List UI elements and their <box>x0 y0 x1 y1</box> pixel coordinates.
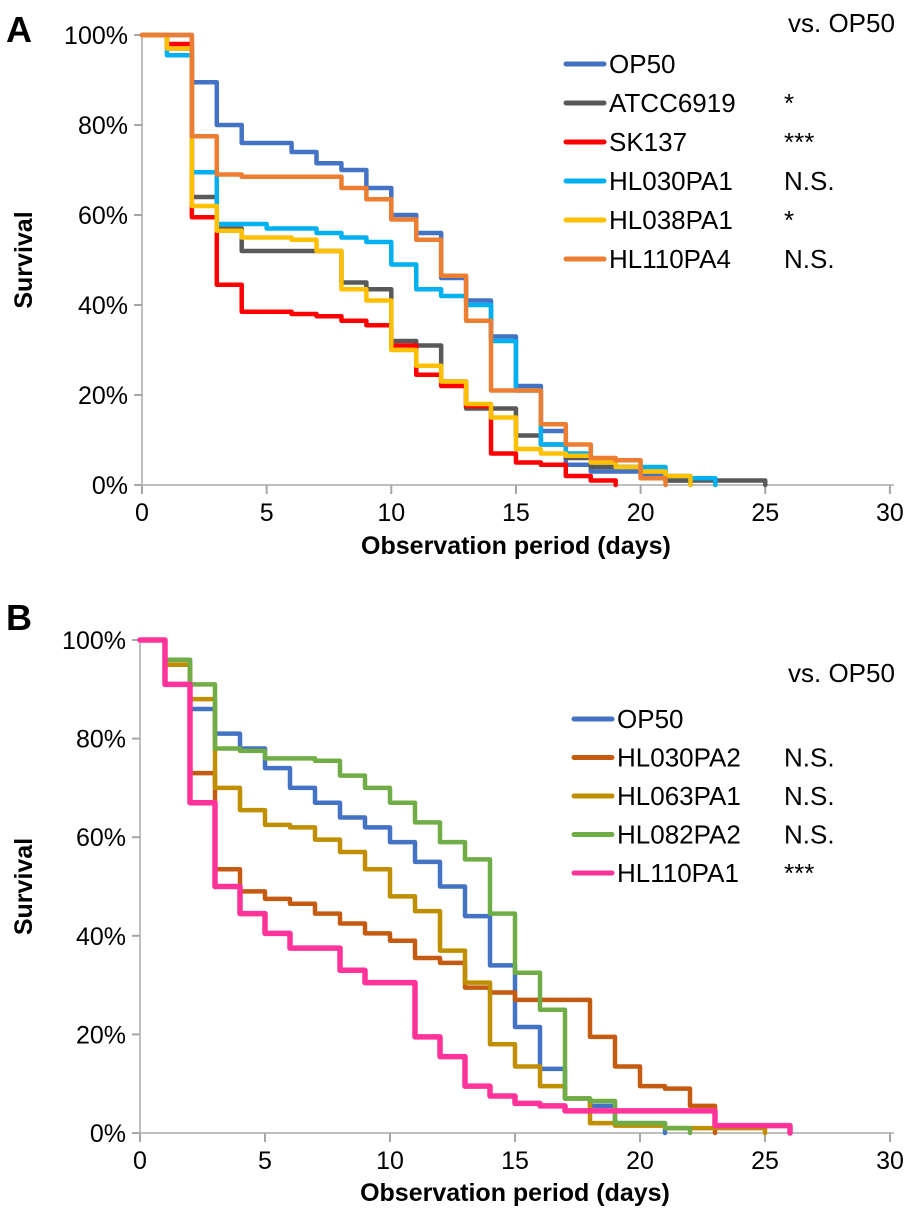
survival-curve-sk137 <box>139 32 618 488</box>
x-tick-label: 15 <box>502 499 530 527</box>
x-tick-label: 10 <box>376 1147 404 1175</box>
x-tick-label: 10 <box>377 499 405 527</box>
legend-label-sk137: SK137 <box>609 127 687 157</box>
legend-label-hl082pa2: HL082PA2 <box>617 820 741 850</box>
y-tick-label: 40% <box>78 292 128 320</box>
survival-curve-hl030pa2 <box>137 637 718 1136</box>
legend-label-op50: OP50 <box>609 49 676 79</box>
significance-atcc6919: * <box>784 88 794 118</box>
x-axis-title: Observation period (days) <box>360 1179 670 1207</box>
significance-hl110pa1: *** <box>784 858 814 888</box>
significance-hl030pa1: N.S. <box>784 166 835 196</box>
survival-curve-hl082pa2 <box>137 637 693 1136</box>
y-tick-label: 20% <box>76 1021 126 1049</box>
x-tick-label: 20 <box>627 499 655 527</box>
legend-label-atcc6919: ATCC6919 <box>609 88 736 118</box>
survival-curve-hl110pa1 <box>137 637 793 1136</box>
significance-sk137: *** <box>784 127 814 157</box>
y-tick-label: 60% <box>76 824 126 852</box>
x-tick-label: 25 <box>751 499 779 527</box>
legend-label-hl110pa1: HL110PA1 <box>617 858 739 888</box>
y-tick-label: 60% <box>78 202 128 230</box>
x-tick-label: 0 <box>133 1147 147 1175</box>
x-tick-label: 5 <box>258 1147 272 1175</box>
legend-label-hl063pa1: HL063PA1 <box>617 781 741 811</box>
x-tick-label: 15 <box>501 1147 529 1175</box>
y-tick-label: 0% <box>90 1120 126 1148</box>
x-axis-title: Observation period (days) <box>361 532 671 560</box>
survival-chart-a: A 0% 20% 40% 60% 80% 100% 0 5 10 15 20 25 30 Observati… <box>6 8 904 560</box>
legend-label-hl038pa1: HL038PA1 <box>609 205 733 235</box>
y-tick-label: 80% <box>78 112 128 140</box>
y-tick-label: 0% <box>92 472 128 500</box>
panel-A: A 0% 20% 40% 60% 80% 100% 0 5 10 15 20 25 30 Observati… <box>0 0 912 580</box>
y-tick-label: 100% <box>64 22 128 50</box>
panel-letter: A <box>6 9 32 50</box>
x-tick-label: 20 <box>626 1147 654 1175</box>
significance-hl030pa2: N.S. <box>784 743 835 773</box>
significance-hl038pa1: * <box>784 205 794 235</box>
significance-hl082pa2: N.S. <box>784 820 835 850</box>
y-tick-label: 100% <box>62 627 126 655</box>
legend-label-hl110pa4: HL110PA4 <box>609 244 731 274</box>
legend-header: vs. OP50 <box>788 658 895 688</box>
significance-hl110pa4: N.S. <box>784 244 835 274</box>
legend-label-hl030pa2: HL030PA2 <box>617 743 741 773</box>
panel-letter: B <box>6 597 32 638</box>
y-axis-title: Survival <box>10 211 38 308</box>
x-tick-label: 30 <box>876 1147 904 1175</box>
survival-curve-hl110pa4 <box>139 32 668 488</box>
significance-hl063pa1: N.S. <box>784 781 835 811</box>
x-tick-label: 5 <box>260 499 274 527</box>
y-tick-label: 40% <box>76 923 126 951</box>
legend-header: vs. OP50 <box>788 8 895 38</box>
panel-B: B 0% 20% 40% 60% 80% 100% 0 5 10 15 20 25 30 Observati… <box>0 580 912 1218</box>
y-axis-title: Survival <box>10 838 38 935</box>
legend-label-op50: OP50 <box>617 704 684 734</box>
x-tick-label: 25 <box>751 1147 779 1175</box>
y-tick-label: 80% <box>76 726 126 754</box>
legend-label-hl030pa1: HL030PA1 <box>609 166 733 196</box>
x-tick-label: 0 <box>135 499 149 527</box>
x-tick-label: 30 <box>876 499 904 527</box>
y-tick-label: 20% <box>78 382 128 410</box>
survival-chart-b: B 0% 20% 40% 60% 80% 100% 0 5 10 15 20 25 30 Observati… <box>6 597 904 1207</box>
